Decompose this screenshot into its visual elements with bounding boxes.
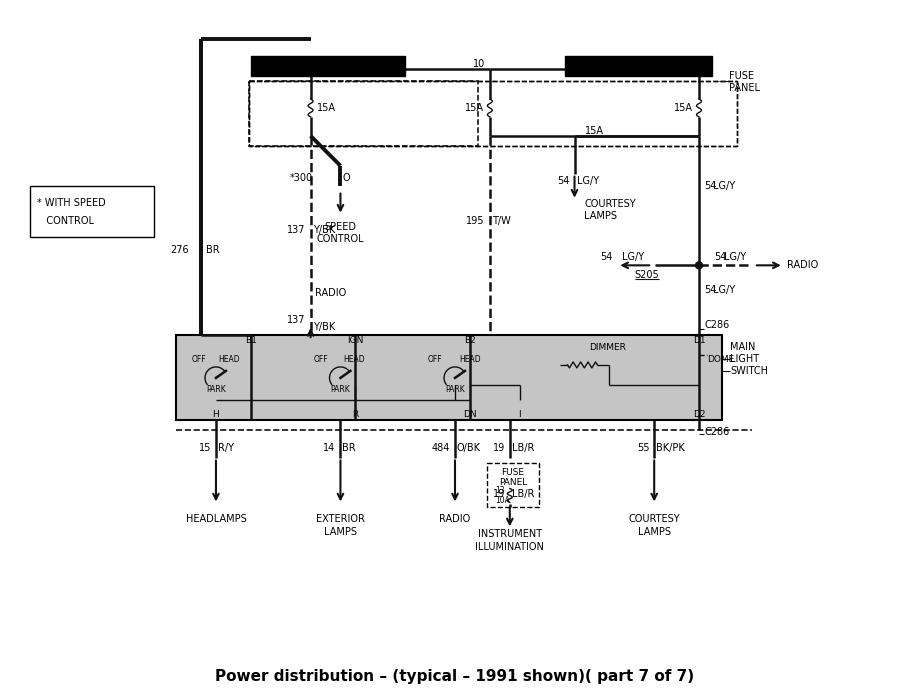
Text: * WITH SPEED: * WITH SPEED [36, 197, 106, 208]
Text: DN: DN [463, 411, 477, 419]
Text: HOT AT ALL TIMES: HOT AT ALL TIMES [592, 61, 685, 70]
Text: 137: 137 [287, 315, 306, 325]
Text: *300: *300 [289, 173, 312, 183]
Text: COURTESY: COURTESY [584, 199, 636, 208]
Text: O/BK: O/BK [457, 443, 481, 452]
Text: 14: 14 [323, 443, 336, 452]
Text: LAMPS: LAMPS [638, 527, 671, 537]
Text: Y/BK: Y/BK [312, 225, 335, 236]
Bar [251, 56, 405, 76]
Text: RADIO: RADIO [315, 289, 346, 298]
Text: IGN: IGN [348, 335, 364, 344]
Text: T/W: T/W [491, 215, 511, 226]
Text: Power distribution – (typical – 1991 shown)( part 7 of 7): Power distribution – (typical – 1991 sho… [216, 669, 694, 684]
Text: LG/Y: LG/Y [622, 252, 644, 262]
Text: D1: D1 [693, 335, 705, 344]
Text: H: H [213, 411, 219, 419]
Text: HEADLAMPS: HEADLAMPS [186, 514, 247, 524]
Text: 55: 55 [637, 443, 649, 452]
Text: LG/Y: LG/Y [577, 176, 599, 185]
Text: 484: 484 [431, 443, 450, 452]
Circle shape [695, 262, 703, 269]
Text: ILLUMINATION: ILLUMINATION [475, 542, 544, 552]
Text: HOT IN ACC OR RUN: HOT IN ACC OR RUN [277, 61, 379, 70]
Text: LAMPS: LAMPS [584, 210, 618, 220]
Text: OFF: OFF [192, 355, 207, 365]
Text: 10: 10 [472, 59, 485, 69]
Text: 19: 19 [492, 489, 505, 500]
Text: INSTRUMENT: INSTRUMENT [478, 529, 541, 539]
Text: C286: C286 [704, 427, 729, 436]
Text: EXTERIOR: EXTERIOR [316, 514, 365, 524]
Text: 54: 54 [600, 252, 612, 262]
Text: DOME: DOME [707, 355, 734, 365]
Bar [248, 81, 478, 146]
Text: S205: S205 [635, 270, 660, 280]
Text: CONTROL: CONTROL [36, 215, 94, 226]
Text: PANEL: PANEL [499, 478, 527, 487]
Text: PARK: PARK [445, 385, 465, 395]
Text: D2: D2 [693, 411, 705, 419]
Text: MAIN: MAIN [730, 342, 755, 352]
Text: CONTROL: CONTROL [317, 234, 364, 245]
Text: 137: 137 [287, 225, 306, 236]
Text: O: O [342, 173, 350, 183]
Text: LB/R: LB/R [511, 489, 534, 500]
Text: R/Y: R/Y [218, 443, 234, 452]
Text: 19: 19 [492, 443, 505, 452]
Text: 54: 54 [704, 181, 716, 191]
Text: 195: 195 [467, 215, 485, 226]
Text: 13: 13 [495, 486, 504, 495]
Text: 10A: 10A [495, 496, 510, 505]
Text: 276: 276 [170, 245, 189, 255]
Text: B1: B1 [245, 335, 257, 344]
Text: HEAD: HEAD [460, 355, 480, 365]
Text: RADIO: RADIO [440, 514, 470, 524]
Text: PANEL: PANEL [729, 83, 760, 93]
Text: BR: BR [206, 245, 219, 255]
Text: 15A: 15A [317, 103, 336, 113]
Text: 15: 15 [198, 443, 211, 452]
Bar [487, 463, 539, 507]
Text: BK/PK: BK/PK [656, 443, 685, 452]
Bar [177, 335, 722, 420]
Text: SWITCH: SWITCH [730, 366, 768, 376]
Text: 54: 54 [557, 176, 570, 185]
Text: FUSE: FUSE [729, 71, 753, 81]
Text: SPEED: SPEED [325, 222, 357, 233]
Text: HEAD: HEAD [218, 355, 239, 365]
Text: Y/BK: Y/BK [312, 322, 335, 332]
Text: 54: 54 [704, 285, 716, 296]
Text: OFF: OFF [313, 355, 328, 365]
Text: PARK: PARK [206, 385, 226, 395]
Text: BR: BR [342, 443, 356, 452]
Text: 1: 1 [688, 59, 694, 69]
Text: 15A: 15A [465, 103, 484, 113]
Text: LG/Y: LG/Y [724, 252, 746, 262]
Text: FUSE: FUSE [501, 468, 524, 477]
Text: I: I [519, 411, 521, 419]
Text: RADIO: RADIO [786, 261, 818, 270]
Text: LG/Y: LG/Y [713, 181, 735, 191]
Text: 54: 54 [714, 252, 726, 262]
Bar [564, 56, 712, 76]
Text: 15A: 15A [585, 126, 604, 136]
Text: C286: C286 [704, 320, 729, 330]
Bar [248, 81, 737, 146]
Text: LG/Y: LG/Y [713, 285, 735, 296]
Text: HEAD: HEAD [344, 355, 365, 365]
Text: LB/R: LB/R [511, 443, 534, 452]
Text: R: R [352, 411, 359, 419]
Text: COURTESY: COURTESY [629, 514, 680, 524]
Bar [248, 81, 737, 146]
Text: LAMPS: LAMPS [324, 527, 357, 537]
Text: OFF: OFF [428, 355, 442, 365]
Text: PARK: PARK [330, 385, 350, 395]
Text: 15A: 15A [674, 103, 693, 113]
Text: LIGHT: LIGHT [730, 354, 759, 364]
Bar [30, 185, 154, 238]
Text: DIMMER: DIMMER [589, 342, 626, 351]
Text: B2: B2 [464, 335, 476, 344]
Text: 11: 11 [316, 59, 328, 69]
